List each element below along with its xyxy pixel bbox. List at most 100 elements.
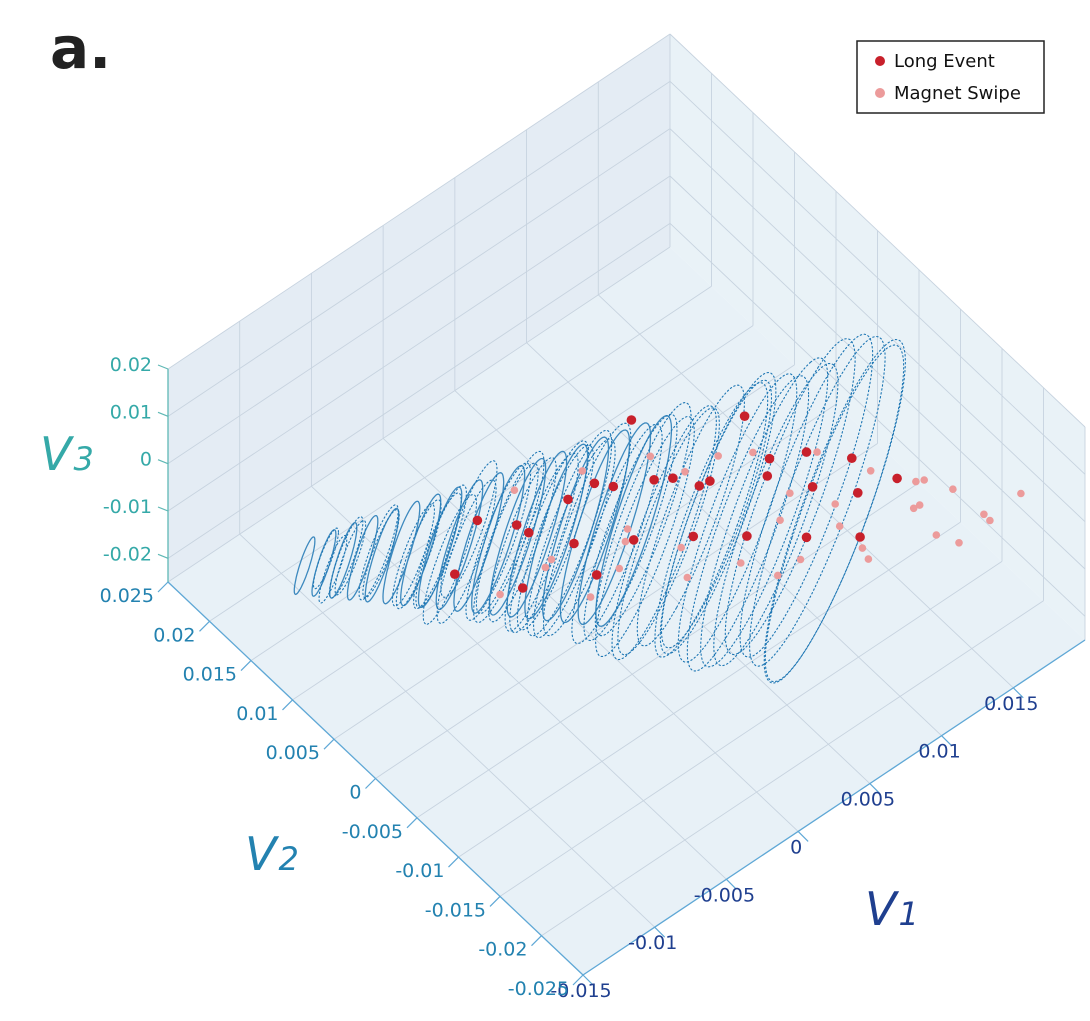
back-grid-z-3 bbox=[167, 80, 671, 417]
long-event-point-14 bbox=[524, 527, 534, 538]
v1-tick-label-0: -0.015 bbox=[550, 980, 611, 1002]
v1-tick-label-4: 0.005 bbox=[841, 789, 895, 811]
long-event-point-13 bbox=[853, 488, 863, 498]
long-event-point-3 bbox=[668, 473, 678, 484]
v3-tick-mark-1 bbox=[157, 506, 169, 512]
v3-tick-mark-3 bbox=[157, 411, 169, 417]
v2-tick-mark-5 bbox=[365, 778, 376, 789]
long-event-point-7 bbox=[847, 453, 857, 464]
long-event-point-0 bbox=[511, 520, 522, 530]
floor-grid-y-3 bbox=[458, 521, 961, 858]
magnet-swipe-point-22 bbox=[541, 563, 550, 572]
long-event-point-17 bbox=[688, 531, 699, 542]
v2-tick-mark-2 bbox=[489, 895, 501, 907]
floor-grid-y-7 bbox=[292, 364, 795, 701]
magnet-swipe-point-33 bbox=[831, 500, 839, 508]
magnet-swipe-point-0 bbox=[813, 448, 821, 456]
side-grid-z-3 bbox=[669, 81, 1086, 475]
v3-axis-main: V bbox=[40, 427, 75, 481]
magnet-swipe-point-23 bbox=[909, 504, 918, 513]
magnet-swipe-point-26 bbox=[796, 555, 805, 564]
legend-box bbox=[856, 40, 1045, 114]
long-event-point-18 bbox=[742, 531, 752, 541]
floor-grid-y-5 bbox=[375, 443, 878, 779]
v3-tick-label-2: 0 bbox=[140, 449, 152, 471]
magnet-swipe-point-12 bbox=[714, 452, 722, 460]
grid-lines bbox=[167, 33, 1086, 976]
long-event-point-16 bbox=[628, 535, 639, 545]
v2-tick-mark-8 bbox=[240, 660, 252, 672]
v2-tick-label-8: 0.015 bbox=[183, 664, 237, 686]
magnet-swipe-point-10 bbox=[615, 564, 624, 573]
back-wall-v2-max bbox=[168, 34, 670, 582]
v2-tick-label-1: -0.02 bbox=[478, 939, 527, 961]
back-grid-z-2 bbox=[167, 128, 671, 465]
v2-tick-label-2: -0.015 bbox=[425, 899, 486, 921]
legend-marker-long-event bbox=[875, 56, 885, 66]
magnet-swipe-point-30 bbox=[749, 448, 757, 457]
v2-tick-mark-4 bbox=[406, 817, 418, 829]
v2-tick-mark-1 bbox=[531, 935, 542, 947]
event-points bbox=[450, 411, 1025, 601]
floor-grid-y-9 bbox=[209, 285, 712, 622]
v3-axis-title: V3 bbox=[40, 427, 94, 481]
magnet-swipe-point-29 bbox=[920, 476, 928, 484]
v1-axis-line bbox=[582, 639, 1086, 976]
magnet-swipe-point-25 bbox=[955, 539, 963, 547]
magnet-swipe-point-6 bbox=[932, 531, 941, 539]
v2-tick-label-0: -0.025 bbox=[508, 978, 569, 1000]
magnet-swipe-point-35 bbox=[915, 501, 924, 509]
v3-axis-sub: 3 bbox=[73, 440, 93, 478]
floor-grid-y-2 bbox=[499, 561, 1003, 897]
v1-tick-label-6: 0.015 bbox=[984, 693, 1038, 715]
long-event-point-27 bbox=[892, 473, 902, 484]
long-event-point-22 bbox=[517, 583, 528, 593]
magnet-swipe-point-5 bbox=[986, 516, 994, 525]
long-event-point-1 bbox=[563, 494, 573, 505]
v3-tick-mark-2 bbox=[157, 459, 169, 465]
floor-grid-y-4 bbox=[416, 482, 920, 819]
v1-tick-mark-4 bbox=[869, 783, 881, 794]
v3-tick-label-4: 0.02 bbox=[110, 354, 152, 376]
side-grid-z-4 bbox=[669, 33, 1086, 428]
long-event-point-19 bbox=[801, 532, 812, 543]
v2-axis-sub: 2 bbox=[278, 840, 298, 878]
magnet-swipe-point-28 bbox=[496, 590, 504, 599]
side-grid-z-0 bbox=[669, 223, 1086, 617]
long-event-point-24 bbox=[739, 411, 750, 422]
v1-tick-mark-5 bbox=[941, 735, 952, 747]
back-grid-z-0 bbox=[167, 222, 671, 559]
long-event-point-6 bbox=[801, 447, 812, 457]
v2-tick-mark-6 bbox=[323, 738, 335, 750]
trajectory-series bbox=[293, 333, 906, 684]
v1-tick-label-1: -0.01 bbox=[628, 932, 677, 954]
magnet-swipe-point-1 bbox=[866, 467, 875, 475]
long-event-point-9 bbox=[649, 475, 659, 485]
legend-label-long-event: Long Event bbox=[894, 51, 995, 72]
v2-tick-mark-7 bbox=[282, 699, 293, 711]
v1-tick-mark-0 bbox=[582, 974, 594, 986]
v1-axis-main: V bbox=[865, 882, 900, 936]
v1-tick-label-2: -0.005 bbox=[694, 884, 755, 906]
long-event-point-21 bbox=[450, 569, 460, 579]
magnet-swipe-point-3 bbox=[949, 485, 957, 494]
magnet-swipe-point-20 bbox=[677, 543, 685, 552]
magnet-swipe-point-31 bbox=[681, 468, 689, 476]
floor-grid-y-1 bbox=[541, 600, 1044, 937]
v2-tick-mark-0 bbox=[572, 974, 584, 986]
legend-marker-magnet-swipe bbox=[875, 88, 885, 98]
v2-tick-mark-3 bbox=[448, 856, 459, 868]
tick-labels: -0.015-0.01-0.00500.0050.010.015-0.025-0… bbox=[100, 354, 1039, 1002]
long-event-point-5 bbox=[764, 453, 775, 464]
v3-tick-label-1: -0.01 bbox=[103, 496, 152, 518]
v2-tick-label-10: 0.025 bbox=[100, 585, 154, 607]
long-event-point-25 bbox=[626, 415, 637, 425]
magnet-swipe-point-16 bbox=[776, 516, 784, 524]
v1-tick-mark-2 bbox=[726, 878, 737, 890]
back-grid-z-4 bbox=[167, 33, 671, 370]
v1-axis-title: V1 bbox=[865, 882, 919, 936]
floor-grid-y-10 bbox=[167, 246, 671, 583]
v2-tick-label-7: 0.01 bbox=[236, 703, 278, 725]
magnet-swipe-point-27 bbox=[586, 593, 595, 601]
